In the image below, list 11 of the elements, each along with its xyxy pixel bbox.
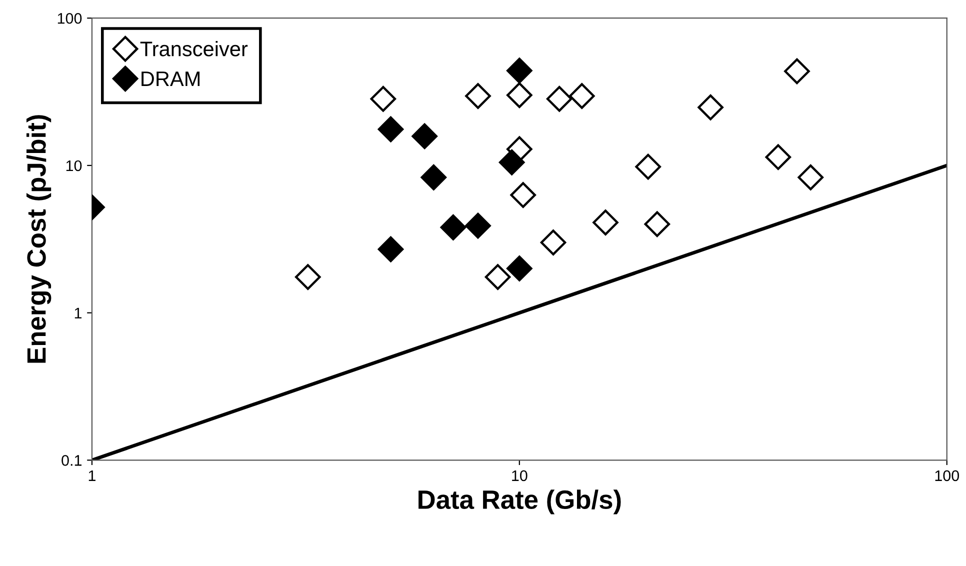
y-axis-title: Energy Cost (pJ/bit) xyxy=(26,115,52,363)
legend-label: Transceiver xyxy=(140,41,248,56)
legend-label: DRAM xyxy=(142,72,200,86)
x-tick-label: 1 xyxy=(88,470,96,481)
y-tick-label: 1 xyxy=(74,308,82,318)
x-tick-label: 100 xyxy=(935,470,960,482)
y-tick-label: 100 xyxy=(58,12,82,24)
y-tick-label: 10 xyxy=(66,160,82,172)
x-axis-title: Data Rate (Gb/s) xyxy=(418,490,621,514)
y-tick-label: 0.1 xyxy=(62,455,82,466)
x-tick-label: 10 xyxy=(512,470,528,482)
